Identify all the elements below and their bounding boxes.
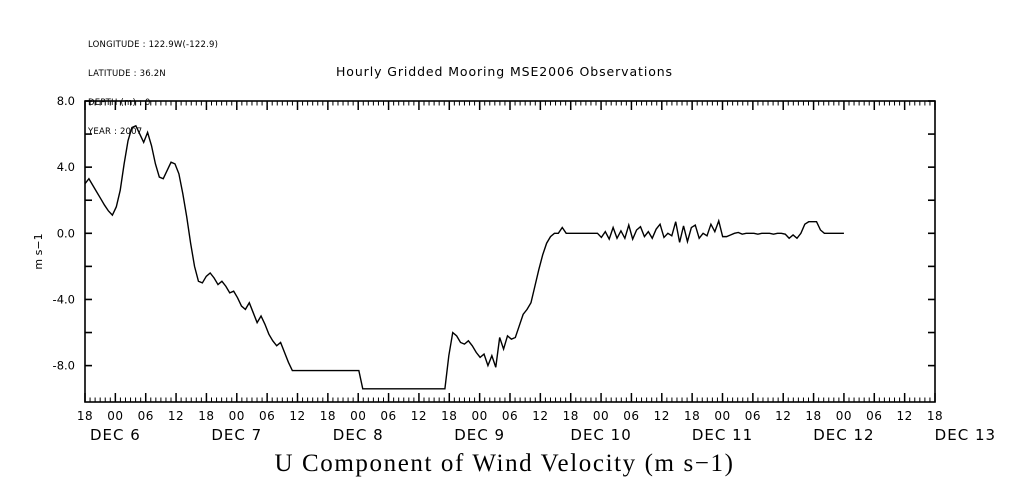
x-tick-label: 18 [684,409,700,423]
x-day-label: DEC 11 [692,426,753,440]
y-axis-label: m s−1 [32,233,45,269]
x-day-label: DEC 13 [935,426,996,440]
x-day-label: DEC 10 [570,426,631,440]
x-tick-label: 06 [866,409,882,423]
y-tick-label: -4.0 [53,292,75,306]
x-tick-label: 12 [532,409,548,423]
y-tick-label: -8.0 [53,359,75,373]
x-day-label: DEC 8 [333,426,384,440]
x-tick-label: 12 [654,409,670,423]
x-tick-label: 12 [897,409,913,423]
x-tick-label: 06 [259,409,275,423]
x-tick-label: 18 [77,409,93,423]
x-tick-label: 00 [593,409,609,423]
x-tick-label: 18 [805,409,821,423]
x-tick-label: 00 [229,409,245,423]
x-tick-label: 12 [168,409,184,423]
x-tick-label: 18 [198,409,214,423]
x-axis-caption: U Component of Wind Velocity (m s−1) [274,450,735,477]
plot-frame [84,100,936,403]
x-tick-label: 06 [380,409,396,423]
x-day-label: DEC 12 [813,426,874,440]
x-tick-label: 00 [107,409,123,423]
x-tick-label: 18 [320,409,336,423]
x-tick-label: 12 [289,409,305,423]
y-tick-label: 8.0 [57,94,75,108]
x-tick-label: 18 [563,409,579,423]
x-tick-label: 00 [350,409,366,423]
y-tick-label: 4.0 [57,160,75,174]
x-tick-label: 18 [441,409,457,423]
x-tick-label: 00 [836,409,852,423]
y-tick-label: 0.0 [57,226,75,240]
x-tick-label: 06 [138,409,154,423]
x-tick-label: 00 [472,409,488,423]
metadata-longitude: LONGITUDE : 122.9W(-122.9) [88,40,219,51]
data-series-line [84,124,844,390]
metadata-latitude: LATITUDE : 36.2N [88,68,166,79]
x-tick-label: 06 [745,409,761,423]
x-tick-label: 18 [927,409,943,423]
x-day-label: DEC 9 [454,426,505,440]
x-tick-label: 12 [775,409,791,423]
x-tick-label: 06 [502,409,518,423]
x-day-label: DEC 7 [211,426,262,440]
x-tick-label: 06 [623,409,639,423]
x-tick-label: 12 [411,409,427,423]
line-chart-plot: 8.0 4.0 0.0 -4.0 -8.0 m s−1 18 00 06 12 18 00 06 12 18… [32,94,996,440]
chart-title: Hourly Gridded Mooring MSE2006 Observati… [336,64,673,79]
x-tick-label: 00 [714,409,730,423]
x-day-label: DEC 6 [90,426,141,440]
